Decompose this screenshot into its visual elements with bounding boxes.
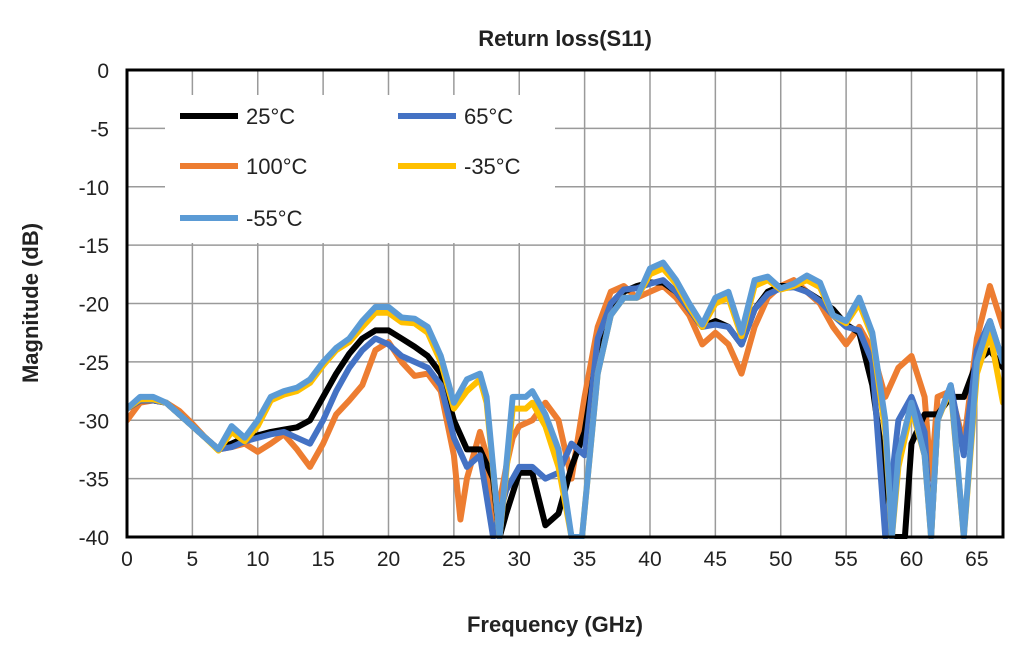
- x-tick-label: 0: [121, 548, 133, 571]
- y-tick-label: -25: [79, 352, 109, 375]
- y-tick-label: -10: [79, 177, 109, 200]
- legend-label: -55°C: [246, 206, 303, 231]
- x-tick-label: 10: [246, 548, 269, 571]
- x-tick-label: 35: [573, 548, 596, 571]
- legend-label: 25°C: [246, 104, 295, 129]
- y-tick-label: -35: [79, 469, 109, 492]
- x-tick-label: 30: [508, 548, 531, 571]
- x-tick-label: 45: [704, 548, 727, 571]
- y-tick-label: -5: [90, 118, 109, 141]
- series-line-65C: [127, 277, 1003, 539]
- x-tick-label: 50: [769, 548, 792, 571]
- y-tick-label: -40: [79, 527, 109, 550]
- chart-title: Return loss(S11): [478, 26, 652, 51]
- x-tick-label: 5: [187, 548, 199, 571]
- legend: 25°C 65°C 100°C -35°C -55°C: [165, 95, 555, 243]
- legend-label: 100°C: [246, 154, 308, 179]
- x-axis-label: Frequency (GHz): [467, 612, 643, 637]
- y-tick-label: -15: [79, 235, 109, 258]
- y-tick-label: -30: [79, 410, 109, 433]
- x-tick-label: 65: [965, 548, 988, 571]
- y-tick-label: 0: [97, 60, 109, 83]
- x-tick-label: 40: [638, 548, 661, 571]
- legend-label: -35°C: [464, 154, 521, 179]
- x-tick-label: 55: [834, 548, 857, 571]
- x-tick-label: 15: [311, 548, 334, 571]
- x-tick-label: 20: [377, 548, 400, 571]
- legend-label: 65°C: [464, 104, 513, 129]
- axes: 0 5 10 15 20 25 30 35 40 45 50 55 60 65 0 -5 -10 -15 -20 -2…: [79, 60, 1005, 571]
- x-tick-label: 60: [900, 548, 923, 571]
- y-axis-label: Magnitude (dB): [18, 223, 43, 383]
- y-tick-label: -20: [79, 294, 109, 317]
- x-tick-label: 25: [442, 548, 465, 571]
- plot-border: [125, 68, 1005, 539]
